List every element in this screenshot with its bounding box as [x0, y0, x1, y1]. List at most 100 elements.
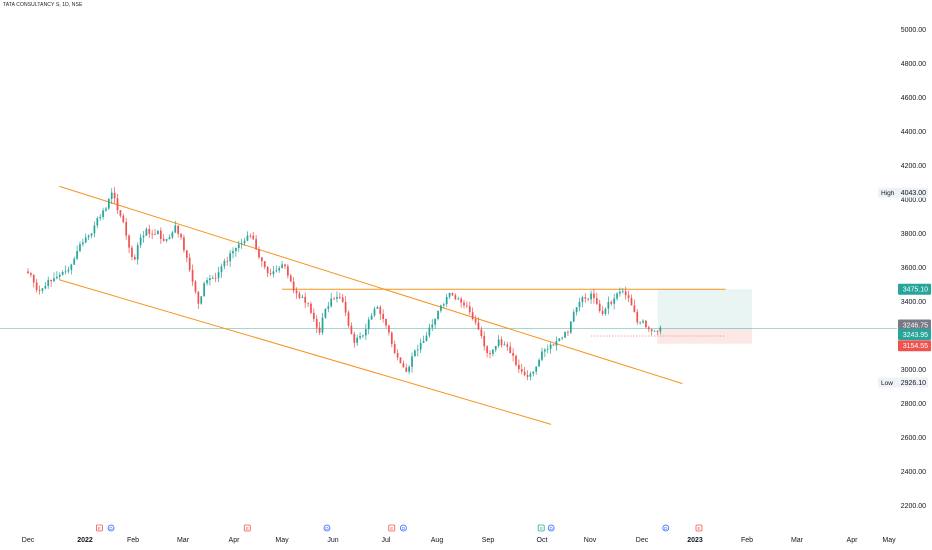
candle-body	[474, 318, 477, 323]
y-tick-label: 2400.00	[901, 469, 926, 476]
candle-body	[466, 305, 468, 307]
candle-body	[379, 307, 382, 315]
candle-body	[532, 371, 535, 374]
candle-body	[364, 329, 367, 336]
position-target-zone	[657, 289, 753, 329]
x-tick-label: Sep	[482, 537, 495, 544]
candle-body	[520, 369, 523, 372]
candle-body	[310, 303, 312, 313]
price-badge-last	[898, 329, 931, 341]
candle-body	[263, 261, 266, 268]
candle-body	[255, 239, 257, 250]
candle-body	[486, 346, 488, 353]
candle-body	[44, 285, 47, 289]
candle-body	[356, 337, 359, 343]
candle-body	[110, 192, 113, 199]
low-label-text: Low	[881, 380, 893, 387]
x-tick-label: May	[275, 537, 289, 544]
candle-body	[220, 266, 223, 273]
candle-body	[315, 319, 318, 328]
candle-body	[99, 217, 102, 219]
candle-body	[613, 298, 616, 304]
candle-body	[437, 310, 439, 319]
candle-body	[621, 291, 624, 293]
candle-body	[569, 321, 572, 333]
candle-body	[595, 298, 598, 304]
candle-body	[526, 375, 529, 377]
candle-body	[639, 322, 642, 324]
price-badge-stop-value: 3154.55	[903, 343, 928, 350]
candle-body	[58, 274, 61, 277]
candle-body	[581, 297, 584, 302]
candle-body	[217, 272, 220, 279]
candle-body	[84, 237, 87, 243]
candle-body	[128, 235, 130, 248]
candle-body	[477, 322, 480, 330]
candle-body	[431, 324, 434, 328]
event-earnings-glyph: E	[246, 526, 249, 531]
candle-body	[295, 290, 298, 294]
candle-body	[278, 268, 281, 271]
candle-body	[422, 341, 425, 343]
candle-body	[411, 356, 413, 367]
candle-body	[601, 311, 604, 314]
candle-body	[619, 291, 621, 294]
candle-body	[552, 344, 555, 346]
y-tick-label: 4400.00	[901, 129, 926, 136]
candle-body	[633, 305, 636, 312]
x-tick-label: May	[882, 537, 896, 544]
candle-body	[180, 233, 182, 238]
event-earnings-icon	[243, 524, 251, 532]
candle-body	[269, 273, 272, 275]
candle-body	[385, 319, 387, 326]
candles	[27, 187, 662, 381]
y-tick-label: 4000.00	[901, 197, 926, 204]
candle-body	[549, 344, 552, 349]
candle-body	[336, 296, 338, 299]
candle-body	[105, 208, 107, 211]
candle-body	[289, 275, 292, 282]
event-dividend-glyph: D	[325, 526, 329, 531]
candle-body	[656, 330, 659, 332]
candle-body	[598, 303, 601, 312]
candle-body	[607, 302, 610, 309]
candle-body	[246, 235, 249, 241]
candle-body	[393, 344, 396, 353]
candle-body	[653, 330, 656, 332]
candle-body	[30, 273, 32, 275]
candle-body	[125, 222, 128, 236]
x-tick-label: Dec	[636, 537, 649, 544]
candle-body	[214, 278, 217, 279]
candle-body	[546, 348, 549, 350]
event-dividend-icon	[323, 524, 331, 532]
candle-body	[76, 251, 78, 259]
candle-body	[116, 198, 119, 211]
candle-body	[107, 198, 110, 209]
candle-body	[460, 298, 462, 303]
y-tick-label: 2200.00	[901, 503, 926, 510]
candle-body	[266, 267, 269, 274]
candle-body	[414, 350, 416, 357]
candle-body	[567, 331, 569, 333]
candle-body	[509, 346, 512, 353]
candle-body	[151, 233, 154, 235]
candle-body	[512, 353, 514, 356]
candle-body	[318, 327, 321, 333]
candle-body	[131, 247, 133, 257]
candle-body	[113, 192, 116, 199]
candle-body	[416, 349, 419, 351]
candle-body	[174, 225, 177, 233]
candle-body	[61, 271, 64, 275]
y-tick-label: 2800.00	[901, 401, 926, 408]
event-split-icon	[537, 524, 545, 532]
candle-body	[610, 302, 613, 304]
candle-body	[333, 298, 335, 300]
candle-body	[419, 342, 422, 350]
price-badge-target-value: 3475.10	[903, 287, 928, 294]
candle-body	[185, 250, 188, 258]
candle-body	[396, 353, 399, 358]
candle-body	[517, 364, 520, 370]
candle-body	[457, 298, 460, 300]
